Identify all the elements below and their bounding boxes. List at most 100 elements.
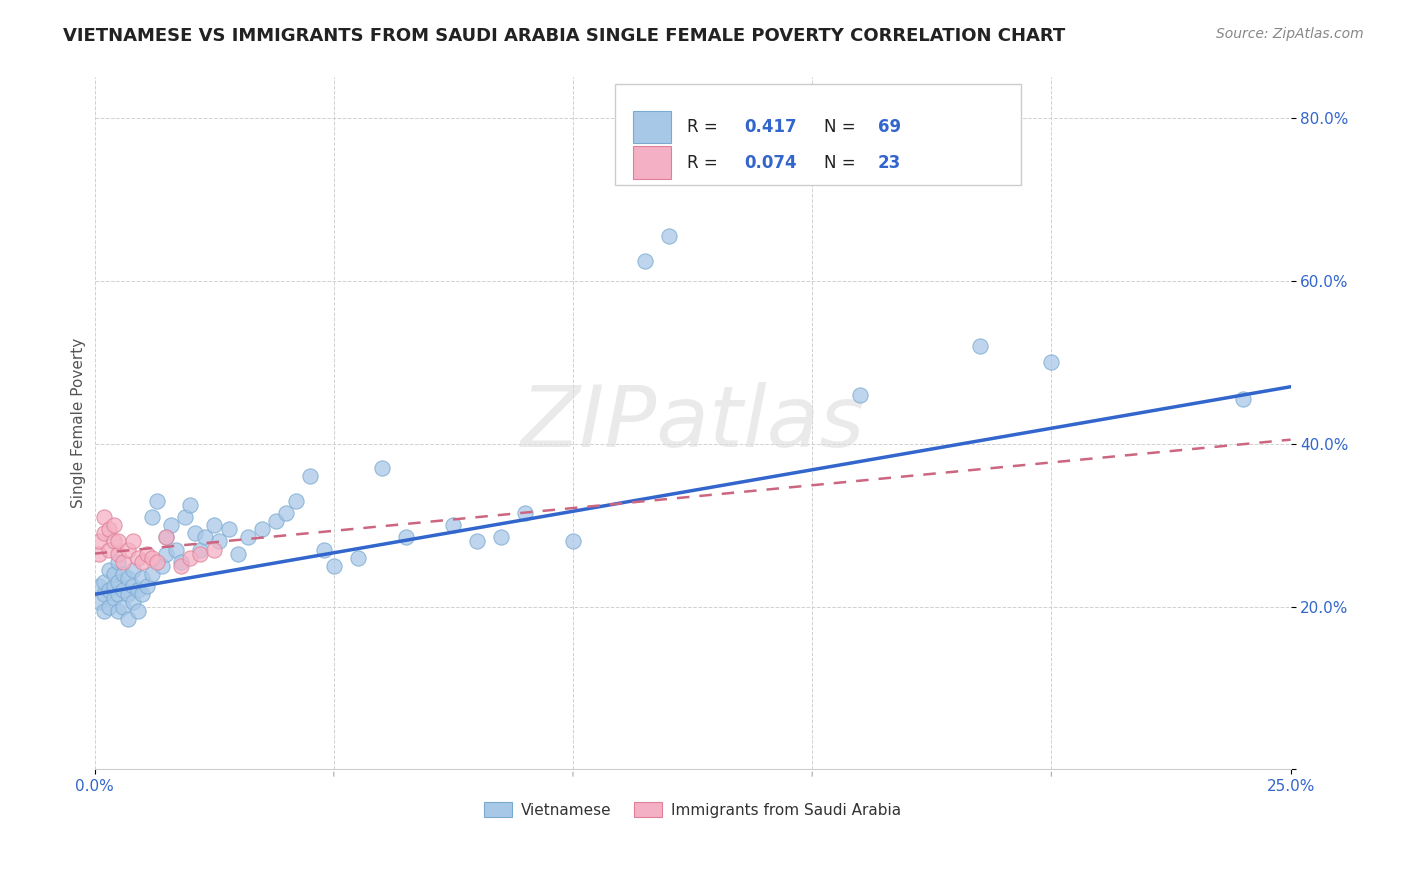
Point (112, 599, 135, 614)
Point (849, 388, 872, 402)
Point (127, 583, 149, 598)
Text: Source: ZipAtlas.com: Source: ZipAtlas.com (1216, 27, 1364, 41)
Point (103, 591, 125, 606)
Point (112, 555, 135, 569)
FancyBboxPatch shape (614, 85, 1022, 185)
Point (97, 563, 120, 577)
Point (97, 599, 120, 614)
Point (394, 530, 416, 544)
Point (170, 555, 193, 569)
Point (107, 587, 129, 601)
Point (160, 518, 183, 533)
Point (93, 510, 115, 524)
Text: 0.417: 0.417 (744, 118, 797, 136)
FancyBboxPatch shape (633, 146, 671, 178)
Point (89, 579, 111, 593)
Point (170, 558, 193, 573)
Point (145, 555, 167, 569)
Point (1040, 355, 1063, 369)
Point (266, 514, 288, 528)
Point (969, 339, 991, 353)
Point (489, 530, 512, 544)
Point (155, 530, 177, 544)
Point (298, 469, 321, 483)
Point (127, 550, 149, 565)
Point (107, 604, 129, 618)
Point (145, 493, 167, 508)
Point (202, 518, 225, 533)
Point (658, 229, 681, 244)
Point (121, 579, 143, 593)
Point (103, 518, 125, 533)
FancyBboxPatch shape (633, 111, 671, 144)
Point (322, 558, 344, 573)
Point (89, 547, 111, 561)
Point (93, 604, 115, 618)
Point (208, 534, 231, 549)
Point (131, 555, 153, 569)
Point (188, 542, 211, 557)
Point (117, 542, 139, 557)
Point (121, 563, 143, 577)
Text: 23: 23 (877, 153, 901, 171)
Text: 0.074: 0.074 (744, 153, 797, 171)
Point (141, 566, 163, 581)
Point (179, 498, 201, 512)
Point (165, 542, 187, 557)
Point (93, 587, 115, 601)
Text: 69: 69 (877, 118, 901, 136)
Text: N =: N = (824, 153, 860, 171)
Text: R =: R = (686, 153, 723, 171)
Point (441, 518, 464, 533)
Point (89, 595, 111, 609)
Point (155, 547, 177, 561)
Point (131, 571, 153, 585)
Point (93, 575, 115, 590)
Point (107, 575, 129, 590)
Point (117, 571, 139, 585)
Point (107, 534, 129, 549)
Point (117, 587, 139, 601)
Point (314, 542, 336, 557)
Text: N =: N = (824, 118, 860, 136)
Point (107, 555, 129, 569)
Point (103, 566, 125, 581)
Y-axis label: Single Female Poverty: Single Female Poverty (72, 338, 86, 508)
Point (179, 550, 201, 565)
Point (121, 534, 143, 549)
Point (174, 510, 197, 524)
Point (117, 612, 139, 626)
Point (141, 550, 163, 565)
Point (1232, 392, 1254, 406)
Point (202, 542, 225, 557)
Point (188, 547, 211, 561)
Point (136, 547, 159, 561)
Point (250, 522, 273, 536)
Point (155, 530, 177, 544)
Point (97, 522, 120, 536)
Point (370, 461, 392, 475)
Point (141, 510, 163, 524)
Point (194, 530, 217, 544)
Point (562, 534, 585, 549)
Text: R =: R = (686, 118, 723, 136)
Point (150, 558, 173, 573)
Point (184, 526, 207, 541)
Point (121, 595, 143, 609)
Point (218, 522, 240, 536)
Point (226, 547, 249, 561)
Point (107, 547, 129, 561)
Point (112, 583, 135, 598)
Point (284, 493, 307, 508)
Point (465, 534, 488, 549)
Point (93, 526, 115, 541)
Text: ZIPatlas: ZIPatlas (520, 382, 865, 465)
Point (634, 253, 657, 268)
Point (89, 534, 111, 549)
Point (136, 579, 159, 593)
Point (346, 550, 368, 565)
Point (103, 534, 125, 549)
Point (97, 583, 120, 598)
Point (127, 604, 149, 618)
Point (112, 566, 135, 581)
